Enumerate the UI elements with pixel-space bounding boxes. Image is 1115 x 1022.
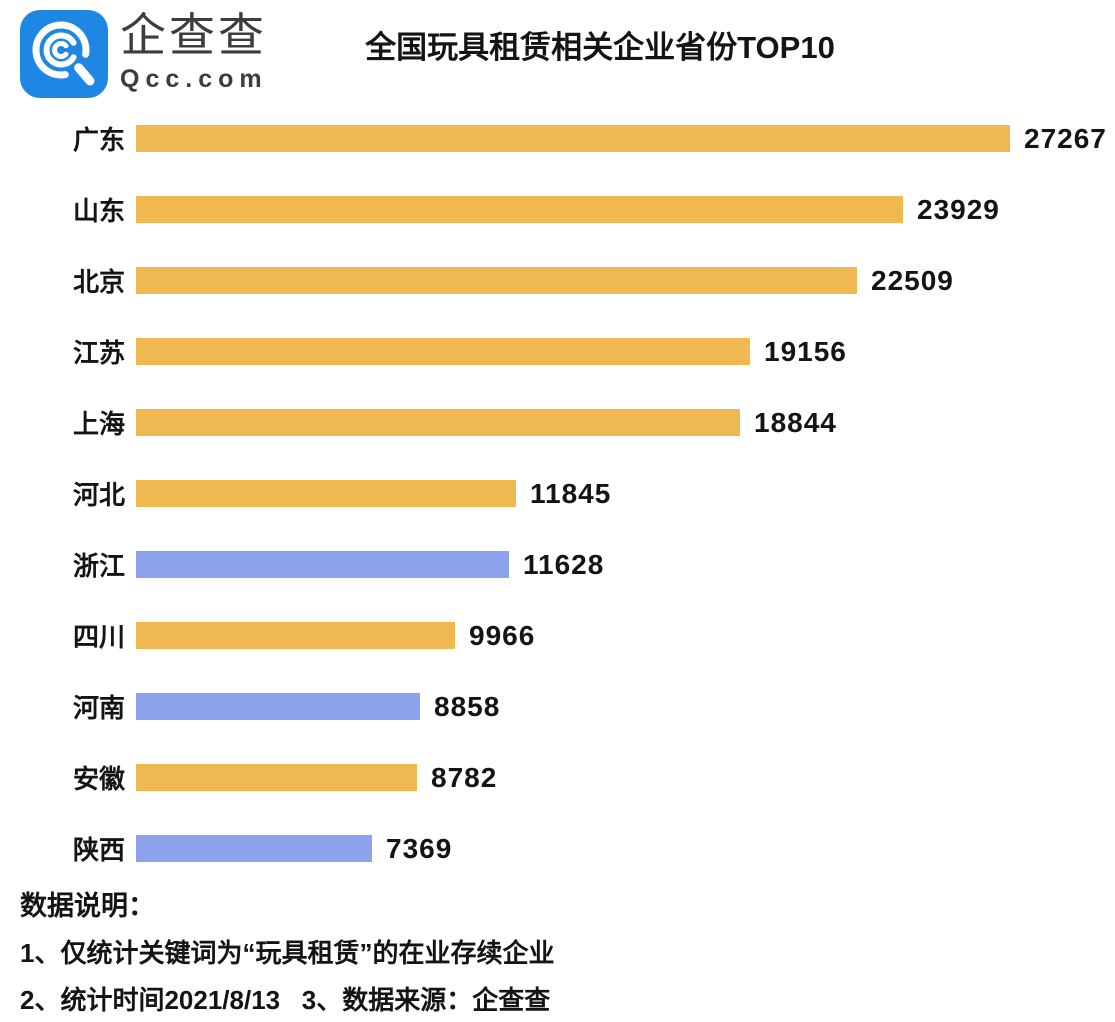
chart-row: 广东 27267 <box>0 103 1115 174</box>
category-label: 安徽 <box>72 764 125 794</box>
bar <box>136 196 903 223</box>
bar-chart: 广东 27267 山东 23929 北京 22509 江苏 19156 上海 1… <box>0 103 1115 884</box>
brand-domain: Qcc.com <box>120 65 268 93</box>
value-label: 9966 <box>469 619 536 651</box>
note-line-2: 2、统计时间2021/8/13 3、数据来源：企查查 <box>20 985 551 1015</box>
bar <box>136 835 372 862</box>
bar <box>136 338 750 365</box>
qcc-logo-icon <box>20 10 108 98</box>
chart-row: 安徽 8782 <box>0 742 1115 813</box>
bar <box>136 409 740 436</box>
value-label: 11845 <box>530 477 612 509</box>
chart-row: 江苏 19156 <box>0 316 1115 387</box>
value-label: 22509 <box>871 264 954 296</box>
chart-row: 河南 8858 <box>0 671 1115 742</box>
header: 企查查 Qcc.com 全国玩具租赁相关企业省份TOP10 <box>0 0 1115 103</box>
chart-row: 四川 9966 <box>0 600 1115 671</box>
value-label: 8782 <box>431 761 498 793</box>
category-label: 陕西 <box>72 835 125 865</box>
category-label: 四川 <box>72 622 125 652</box>
chart-row: 上海 18844 <box>0 387 1115 458</box>
bar <box>136 267 857 294</box>
bar <box>136 693 420 720</box>
category-label: 上海 <box>72 409 125 439</box>
notes-heading: 数据说明： <box>20 891 155 921</box>
chart-row: 陕西 7369 <box>0 813 1115 884</box>
brand-text: 企查查 Qcc.com <box>120 10 268 94</box>
category-label: 广东 <box>72 125 125 155</box>
value-label: 18844 <box>754 406 837 438</box>
value-label: 8858 <box>434 690 501 722</box>
category-label: 北京 <box>72 267 125 297</box>
chart-row: 北京 22509 <box>0 245 1115 316</box>
note-line-1: 1、仅统计关键词为“玩具租赁”的在业存续企业 <box>20 938 555 968</box>
value-label: 19156 <box>764 335 847 367</box>
data-notes: 数据说明： 1、仅统计关键词为“玩具租赁”的在业存续企业 2、统计时间2021/… <box>0 890 1115 1017</box>
category-label: 河北 <box>72 480 125 510</box>
value-label: 11628 <box>523 548 605 580</box>
value-label: 23929 <box>917 193 1000 225</box>
brand-name: 企查查 <box>120 9 267 61</box>
category-label: 浙江 <box>72 551 125 581</box>
value-label: 27267 <box>1024 122 1107 154</box>
category-label: 山东 <box>72 196 125 226</box>
bar <box>136 125 1010 152</box>
chart-row: 山东 23929 <box>0 174 1115 245</box>
category-label: 江苏 <box>72 338 125 368</box>
qcc-logo <box>20 10 108 98</box>
bar <box>136 480 516 507</box>
bar <box>136 622 455 649</box>
chart-row: 河北 11845 <box>0 458 1115 529</box>
value-label: 7369 <box>386 832 453 864</box>
chart-row: 浙江 11628 <box>0 529 1115 600</box>
bar <box>136 764 417 791</box>
category-label: 河南 <box>72 693 125 723</box>
bar <box>136 551 509 578</box>
chart-title: 全国玩具租赁相关企业省份TOP10 <box>365 30 835 65</box>
